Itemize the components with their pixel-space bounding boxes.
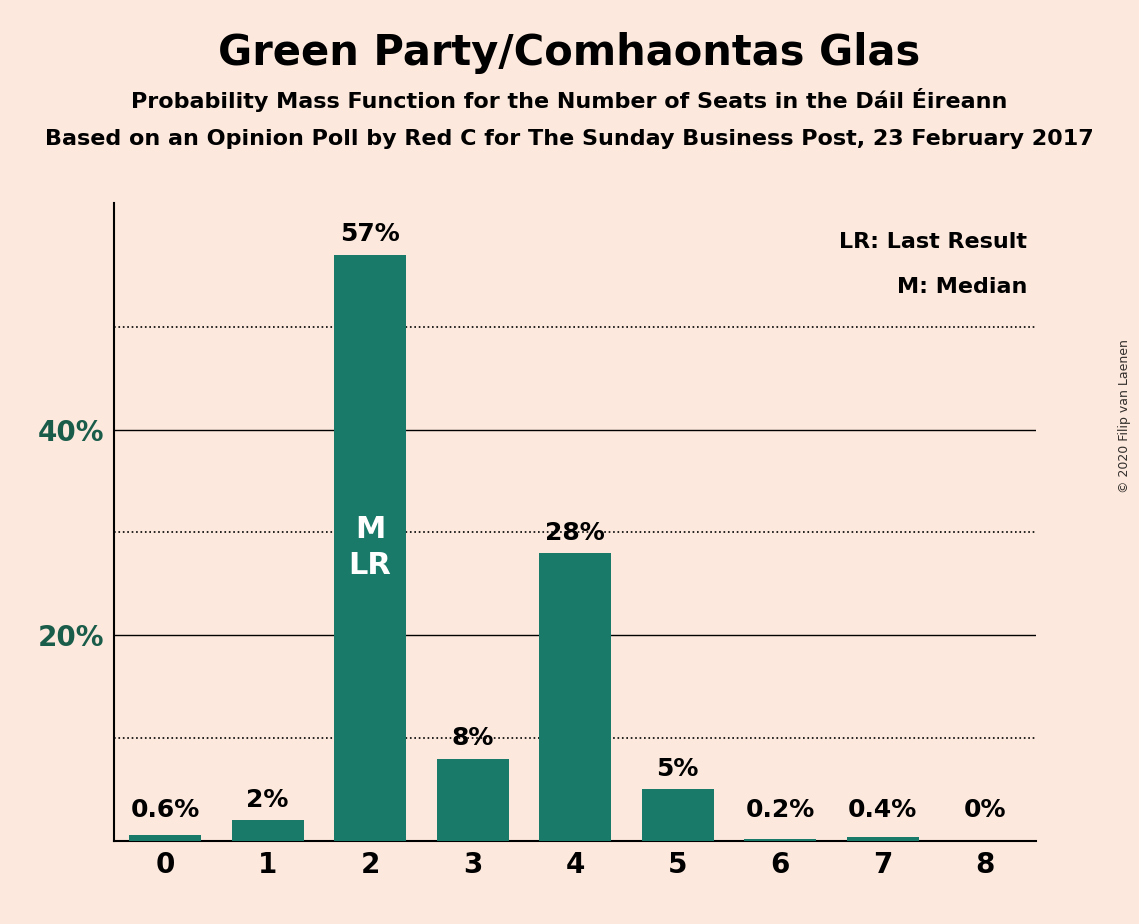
Text: M: Median: M: Median xyxy=(896,276,1027,297)
Bar xyxy=(130,834,200,841)
Text: 0.6%: 0.6% xyxy=(131,798,199,822)
Text: 57%: 57% xyxy=(341,223,400,247)
Text: Based on an Opinion Poll by Red C for The Sunday Business Post, 23 February 2017: Based on an Opinion Poll by Red C for Th… xyxy=(46,129,1093,150)
Bar xyxy=(539,553,611,841)
Text: LR: Last Result: LR: Last Result xyxy=(839,232,1027,252)
Text: 0.4%: 0.4% xyxy=(849,798,917,822)
Text: © 2020 Filip van Laenen: © 2020 Filip van Laenen xyxy=(1117,339,1131,492)
Text: 0%: 0% xyxy=(964,798,1007,822)
Bar xyxy=(232,821,303,841)
Text: 8%: 8% xyxy=(451,726,494,750)
Text: 5%: 5% xyxy=(656,757,699,781)
Bar xyxy=(335,255,405,841)
Text: 0.2%: 0.2% xyxy=(746,798,814,822)
Text: M
LR: M LR xyxy=(349,516,392,580)
Bar xyxy=(642,789,713,841)
Text: Green Party/Comhaontas Glas: Green Party/Comhaontas Glas xyxy=(219,32,920,74)
Text: 2%: 2% xyxy=(246,788,289,812)
Text: 28%: 28% xyxy=(546,521,605,544)
Bar xyxy=(847,837,918,841)
Bar xyxy=(436,759,508,841)
Text: Probability Mass Function for the Number of Seats in the Dáil Éireann: Probability Mass Function for the Number… xyxy=(131,88,1008,112)
Bar xyxy=(745,839,816,841)
